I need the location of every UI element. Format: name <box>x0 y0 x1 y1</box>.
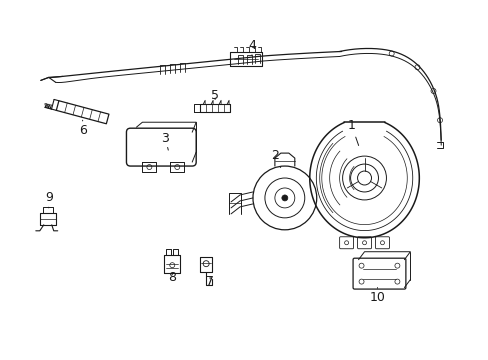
Text: 4: 4 <box>247 39 255 55</box>
Text: 9: 9 <box>45 192 53 208</box>
Text: 5: 5 <box>211 89 219 102</box>
Text: 8: 8 <box>168 271 176 284</box>
Circle shape <box>281 195 287 201</box>
Text: 6: 6 <box>79 120 86 137</box>
Text: 10: 10 <box>369 288 385 304</box>
Text: 3: 3 <box>161 132 169 150</box>
Text: 7: 7 <box>206 275 214 288</box>
Text: 2: 2 <box>270 149 280 167</box>
Text: 1: 1 <box>347 119 358 145</box>
